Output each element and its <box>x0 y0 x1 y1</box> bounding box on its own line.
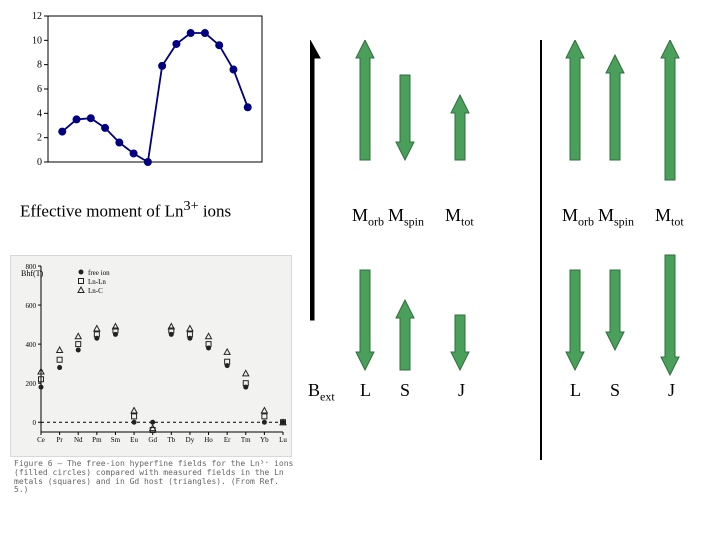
b-ext-label: Bext <box>308 380 335 405</box>
svg-text:Lu: Lu <box>279 436 287 444</box>
label-L-right: L <box>570 380 581 401</box>
svg-text:Tb: Tb <box>167 436 175 444</box>
label-J-right: J <box>668 380 675 401</box>
label-mtot-left: Mtot <box>445 205 474 230</box>
label-S-left: S <box>400 380 410 401</box>
label-morb-right: Morb <box>562 205 594 230</box>
svg-text:free ion: free ion <box>88 269 110 277</box>
arrows-svg <box>310 40 710 500</box>
svg-text:0: 0 <box>33 419 37 427</box>
svg-text:12: 12 <box>32 11 42 22</box>
svg-text:Pm: Pm <box>92 436 102 444</box>
label-morb-left: Morb <box>352 205 384 230</box>
effective-moment-chart: 0 2 4 6 8 10 12 <box>20 10 270 180</box>
svg-text:Pr: Pr <box>56 436 63 444</box>
label-mspin-left: Mspin <box>388 205 424 230</box>
svg-text:Dy: Dy <box>186 436 195 444</box>
hyperfine-fields-chart: 0200400600800CePrNdPmSmEuGdTbDyHoErTmYbL… <box>10 255 292 457</box>
svg-text:0: 0 <box>37 157 42 168</box>
label-L-left: L <box>360 380 371 401</box>
label-mtot-right: Mtot <box>655 205 684 230</box>
label-mspin-right: Mspin <box>598 205 634 230</box>
svg-text:Nd: Nd <box>74 436 83 444</box>
hyperfine-chart-footer: Figure 6 — The free-ion hyperfine fields… <box>14 460 294 495</box>
label-J-left: J <box>458 380 465 401</box>
svg-text:Sm: Sm <box>111 436 121 444</box>
svg-text:8: 8 <box>37 60 42 71</box>
svg-text:6: 6 <box>37 84 42 95</box>
svg-text:Ce: Ce <box>37 436 45 444</box>
svg-text:2: 2 <box>37 133 42 144</box>
svg-text:Gd: Gd <box>148 436 157 444</box>
svg-text:Bhf(T): Bhf(T) <box>21 269 44 278</box>
magnetic-moment-diagram: Bext Morb Mspin Mtot Morb Mspin Mtot L S… <box>310 40 710 500</box>
svg-text:600: 600 <box>26 302 37 310</box>
chart-caption: Effective moment of Ln3+ ions <box>20 198 280 222</box>
svg-text:Ho: Ho <box>204 436 213 444</box>
svg-text:4: 4 <box>37 108 42 119</box>
vertical-divider <box>540 40 542 460</box>
label-S-right: S <box>610 380 620 401</box>
svg-text:Yb: Yb <box>260 436 269 444</box>
svg-text:Ln-Ln: Ln-Ln <box>88 278 106 286</box>
svg-text:200: 200 <box>26 380 37 388</box>
svg-text:Eu: Eu <box>130 436 138 444</box>
svg-text:Tm: Tm <box>241 436 251 444</box>
svg-text:10: 10 <box>32 35 42 46</box>
svg-text:400: 400 <box>26 341 37 349</box>
svg-text:Er: Er <box>224 436 231 444</box>
svg-text:Ln-C: Ln-C <box>88 287 103 295</box>
